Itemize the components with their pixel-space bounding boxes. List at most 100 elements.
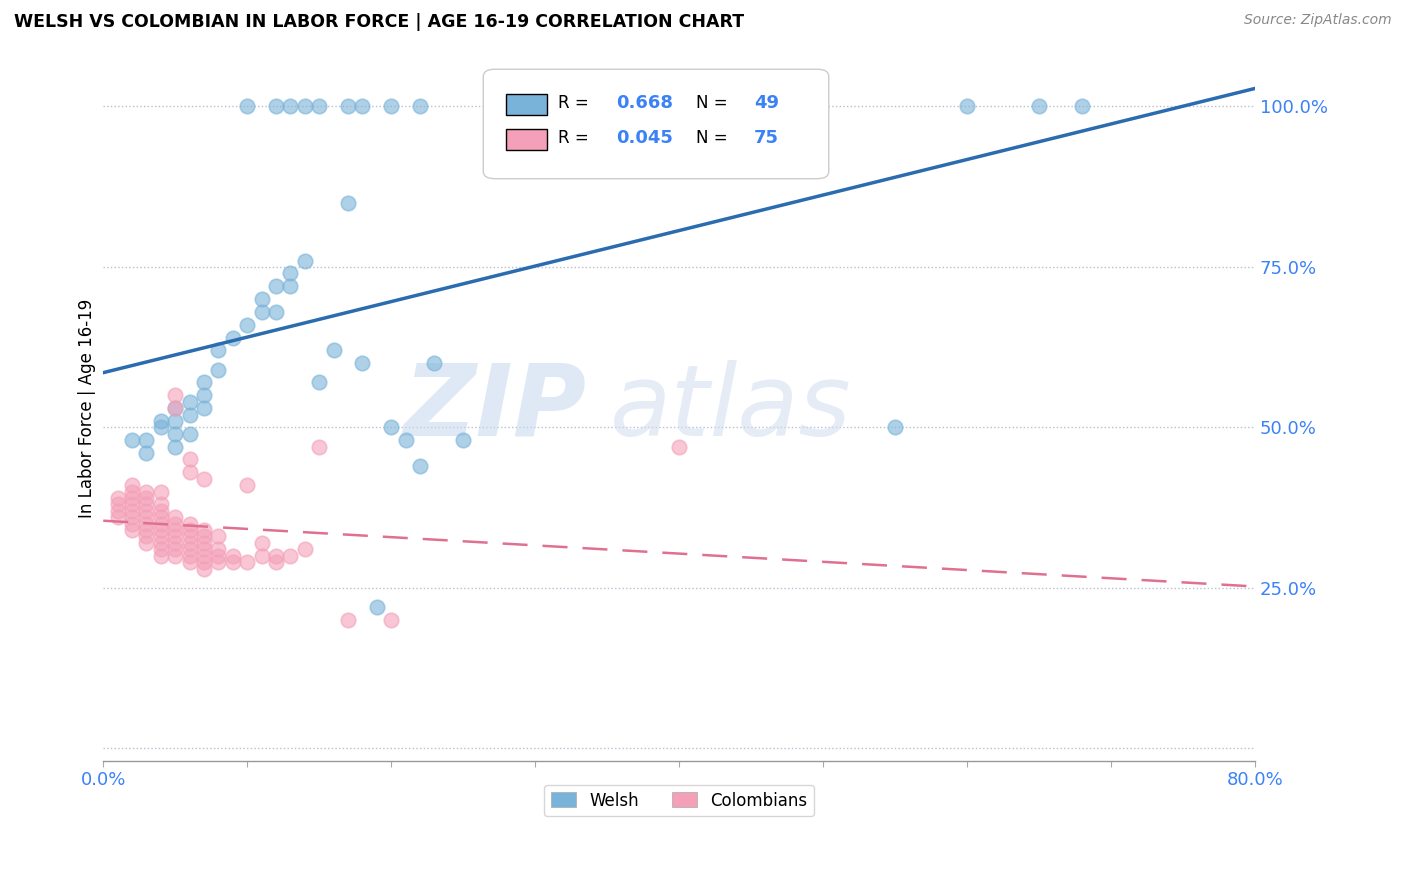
Point [165, 401, 187, 416]
Point [165, 414, 187, 428]
Point [179, 536, 201, 550]
Point [179, 523, 201, 537]
Point [149, 516, 172, 531]
FancyBboxPatch shape [506, 94, 547, 115]
Point [280, 279, 302, 293]
Point [207, 542, 229, 557]
Point [193, 542, 215, 557]
Text: atlas: atlas [610, 359, 852, 457]
Point [222, 555, 245, 569]
Point [179, 452, 201, 467]
Point [207, 555, 229, 569]
Point [121, 504, 143, 518]
Point [264, 549, 287, 563]
Point [149, 529, 172, 543]
Point [193, 536, 215, 550]
Point [336, 613, 359, 627]
Point [193, 529, 215, 543]
Point [451, 433, 474, 447]
Point [409, 458, 432, 473]
Point [336, 99, 359, 113]
Point [179, 408, 201, 422]
Point [179, 542, 201, 557]
Point [366, 600, 388, 615]
Point [121, 484, 143, 499]
Point [179, 529, 201, 543]
Point [394, 433, 416, 447]
Point [1071, 99, 1094, 113]
Point [207, 549, 229, 563]
Point [135, 523, 157, 537]
Point [193, 549, 215, 563]
Point [236, 99, 259, 113]
Point [294, 253, 316, 268]
Point [165, 440, 187, 454]
Point [884, 420, 907, 434]
Point [135, 504, 157, 518]
Point [207, 529, 229, 543]
Point [264, 99, 287, 113]
Point [193, 388, 215, 402]
Point [193, 555, 215, 569]
Point [193, 401, 215, 416]
Point [179, 394, 201, 409]
Point [165, 510, 187, 524]
Text: R =: R = [558, 95, 595, 112]
Point [250, 536, 273, 550]
Point [352, 99, 374, 113]
Point [956, 99, 979, 113]
Point [107, 491, 129, 505]
Point [280, 266, 302, 280]
Point [280, 99, 302, 113]
Point [107, 504, 129, 518]
Point [165, 426, 187, 441]
Text: 49: 49 [754, 95, 779, 112]
Point [264, 555, 287, 569]
Point [121, 516, 143, 531]
Point [121, 510, 143, 524]
Point [423, 356, 446, 370]
Point [250, 292, 273, 306]
Text: N =: N = [696, 129, 733, 147]
Text: Source: ZipAtlas.com: Source: ZipAtlas.com [1244, 13, 1392, 28]
Point [149, 504, 172, 518]
Point [121, 491, 143, 505]
Point [121, 433, 143, 447]
Point [250, 305, 273, 319]
Point [222, 549, 245, 563]
Point [165, 401, 187, 416]
Point [149, 420, 172, 434]
Point [222, 330, 245, 344]
Point [193, 561, 215, 575]
Point [264, 279, 287, 293]
Point [264, 305, 287, 319]
Point [1028, 99, 1050, 113]
Point [121, 497, 143, 511]
Point [179, 549, 201, 563]
Point [322, 343, 344, 358]
Point [668, 440, 690, 454]
Point [236, 478, 259, 492]
Point [250, 549, 273, 563]
Point [207, 362, 229, 376]
FancyBboxPatch shape [506, 129, 547, 151]
Point [107, 497, 129, 511]
Point [121, 523, 143, 537]
Point [193, 523, 215, 537]
Text: 75: 75 [754, 129, 779, 147]
Legend: Welsh, Colombians: Welsh, Colombians [544, 785, 814, 816]
Point [135, 433, 157, 447]
Point [165, 536, 187, 550]
Point [352, 356, 374, 370]
Text: 0.045: 0.045 [616, 129, 672, 147]
Point [165, 542, 187, 557]
Point [135, 446, 157, 460]
Point [193, 376, 215, 390]
Point [179, 516, 201, 531]
Point [380, 420, 402, 434]
Point [149, 542, 172, 557]
Text: R =: R = [558, 129, 595, 147]
Point [149, 536, 172, 550]
Point [294, 99, 316, 113]
Point [308, 99, 330, 113]
